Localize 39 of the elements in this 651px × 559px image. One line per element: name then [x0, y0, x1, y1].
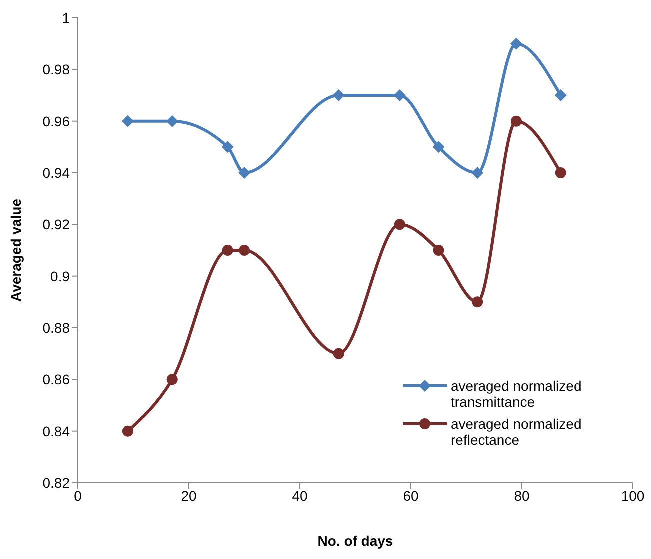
point: [472, 296, 484, 308]
y-axis-title: Averaged value: [8, 198, 24, 302]
y-tick-label: 0.92: [42, 216, 70, 233]
point: [433, 245, 444, 256]
legend-label: averaged normalized reflectance: [451, 416, 583, 448]
point: [510, 38, 522, 50]
point: [332, 90, 345, 102]
x-axis-title: No. of days: [318, 533, 394, 549]
point: [394, 219, 406, 230]
y-tick-label: 0.94: [42, 164, 70, 181]
legend-label: averaged normalized transmittance: [451, 378, 583, 410]
point: [239, 245, 250, 256]
point: [510, 116, 522, 127]
point: [166, 374, 178, 386]
point: [238, 167, 250, 179]
point: [122, 115, 134, 128]
point: [472, 167, 484, 179]
x-tick-label: 40: [292, 488, 308, 504]
y-tick-label: 1: [62, 10, 70, 26]
point: [166, 115, 178, 128]
point: [122, 426, 134, 437]
y-tick-label: 0.84: [42, 423, 70, 440]
y-tick-label: 0.96: [42, 113, 70, 130]
x-tick-label: 0: [74, 488, 82, 504]
point: [333, 348, 344, 360]
point: [222, 141, 234, 154]
y-tick-label: 0.82: [42, 474, 70, 491]
y-tick-label: 0.98: [42, 62, 70, 78]
x-tick-label: 60: [403, 488, 419, 504]
y-tick-label: 0.9: [50, 268, 70, 284]
y-tick-label: 0.88: [42, 320, 70, 336]
point: [554, 90, 567, 102]
point: [555, 168, 566, 178]
point: [432, 141, 445, 154]
x-tick-label: 20: [181, 488, 197, 504]
x-tick-label: 80: [514, 488, 530, 504]
y-tick-label: 0.86: [42, 372, 70, 388]
x-tick-label: 100: [621, 488, 645, 504]
point: [222, 245, 234, 256]
